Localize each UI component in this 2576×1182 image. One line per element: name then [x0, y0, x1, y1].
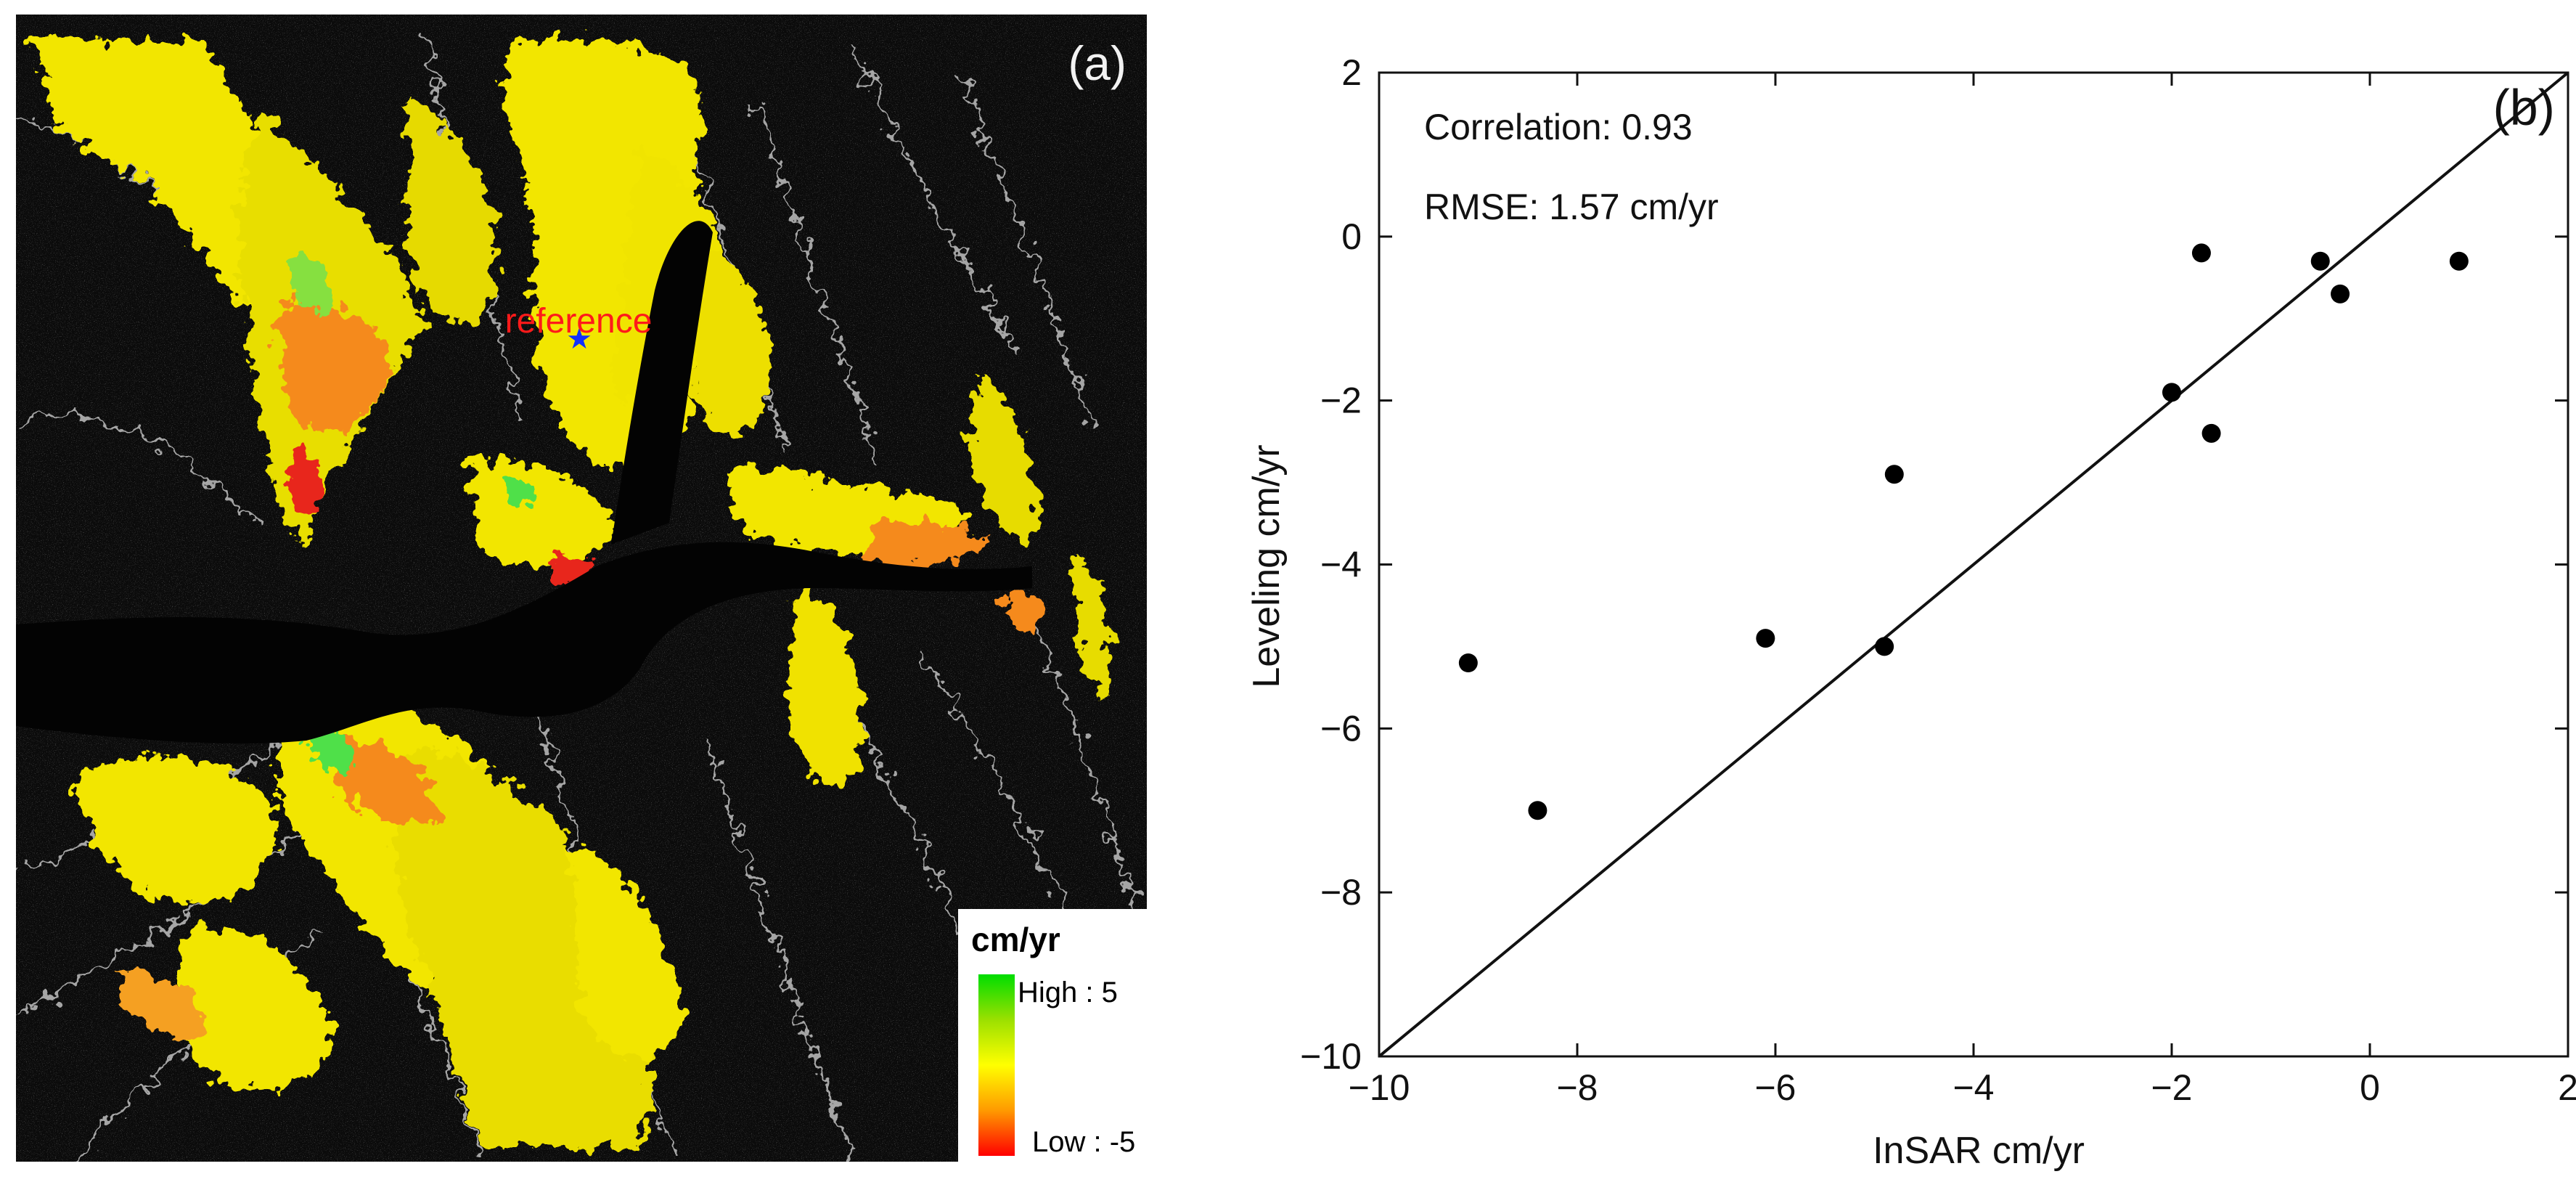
x-tick-label: −8 [1556, 1067, 1598, 1108]
star-icon: ★ [566, 323, 592, 355]
axes: −10 −8 −6 −4 −2 0 2 −10 −8 −6 −4 −2 0 2 [1300, 52, 2576, 1108]
scatter-point [2201, 423, 2221, 443]
x-tick-label: 0 [2360, 1067, 2380, 1108]
river-upper-channel [611, 221, 713, 545]
legend-low-label: Low : -5 [1032, 1126, 1135, 1158]
scatter-point [1458, 653, 1478, 672]
y-tick-label: 2 [1341, 52, 1362, 93]
panel-b-label: (b) [2493, 79, 2555, 136]
color-legend: cm/yr High : 5 Low : -5 [958, 909, 1147, 1162]
scatter-point [2331, 284, 2350, 303]
legend-title: cm/yr [971, 921, 1060, 958]
scatter-point [1528, 801, 1547, 820]
scatter-point [2162, 383, 2181, 402]
data-points [1378, 71, 2569, 1058]
insar-map-panel: ★ reference (a) cm/yr High : 5 Low : -5 [15, 15, 1147, 1163]
scatter-point [2191, 243, 2211, 263]
y-tick-label: −10 [1300, 1036, 1362, 1077]
reference-label: reference [505, 302, 653, 341]
x-tick-label: −2 [2151, 1067, 2192, 1108]
river-channel [16, 542, 1032, 743]
y-tick-label: −4 [1320, 545, 1362, 585]
scatter-plot-panel: −10 −8 −6 −4 −2 0 2 −10 −8 −6 −4 −2 0 2 Correlation: … [1190, 0, 2576, 1178]
legend-high-label: High : 5 [1018, 977, 1118, 1008]
annotation-rmse: RMSE: 1.57 cm/yr [1424, 187, 1719, 227]
panel-a-label: (a) [1068, 36, 1127, 90]
y-tick-label: −6 [1320, 708, 1362, 749]
scatter-point [1884, 465, 1904, 484]
scatter-point [1875, 637, 1894, 656]
scatter-point [2449, 251, 2469, 271]
scatter-point [1756, 629, 1775, 648]
x-tick-label: −4 [1953, 1067, 1994, 1108]
y-tick-label: −8 [1320, 872, 1362, 913]
x-axis-label: InSAR cm/yr [1873, 1130, 2085, 1172]
scatter-chart: −10 −8 −6 −4 −2 0 2 −10 −8 −6 −4 −2 0 2 Correlation: … [1246, 52, 2576, 1172]
x-tick-label: −6 [1754, 1067, 1796, 1108]
annotation-correlation: Correlation: 0.93 [1424, 107, 1693, 147]
one-to-one-line [1378, 71, 2569, 1058]
y-axis-label: Leveling cm/yr [1246, 444, 1288, 688]
scatter-point [2310, 251, 2330, 271]
y-tick-label: 0 [1341, 216, 1362, 257]
y-tick-label: −2 [1320, 380, 1362, 421]
x-tick-label: 2 [2558, 1067, 2576, 1108]
x-tick-label: −10 [1349, 1067, 1410, 1108]
insar-velocity-map: ★ reference (a) cm/yr High : 5 Low : -5 [15, 15, 1147, 1163]
terrain-ridges [15, 28, 1142, 1163]
legend-color-bar [978, 974, 1015, 1156]
